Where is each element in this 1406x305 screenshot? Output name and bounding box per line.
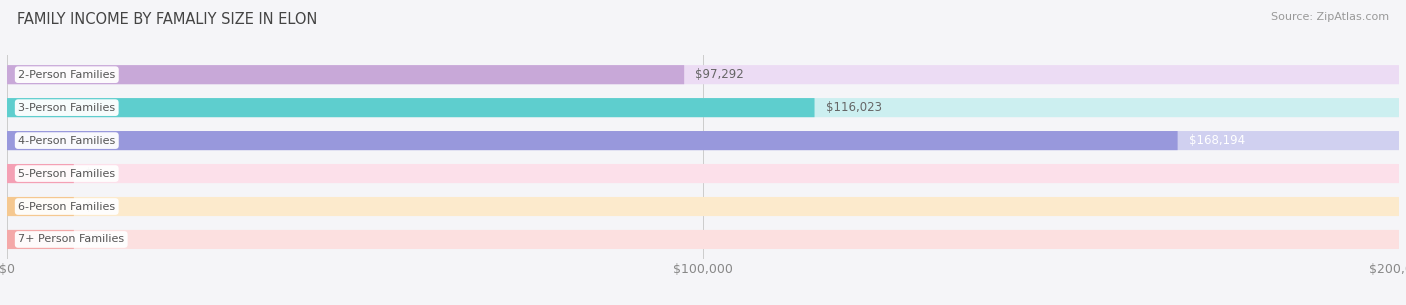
FancyBboxPatch shape xyxy=(7,230,1399,249)
Text: 3-Person Families: 3-Person Families xyxy=(18,103,115,113)
Text: 5-Person Families: 5-Person Families xyxy=(18,169,115,178)
Text: $168,194: $168,194 xyxy=(1188,134,1244,147)
FancyBboxPatch shape xyxy=(7,197,75,216)
Text: 6-Person Families: 6-Person Families xyxy=(18,202,115,211)
FancyBboxPatch shape xyxy=(7,131,1178,150)
Text: $116,023: $116,023 xyxy=(825,101,882,114)
Text: Source: ZipAtlas.com: Source: ZipAtlas.com xyxy=(1271,12,1389,22)
Text: $97,292: $97,292 xyxy=(696,68,744,81)
FancyBboxPatch shape xyxy=(7,98,1399,117)
FancyBboxPatch shape xyxy=(7,65,1399,84)
Text: $0: $0 xyxy=(84,233,100,246)
FancyBboxPatch shape xyxy=(7,164,75,183)
FancyBboxPatch shape xyxy=(7,197,1399,216)
FancyBboxPatch shape xyxy=(7,230,75,249)
FancyBboxPatch shape xyxy=(7,65,685,84)
FancyBboxPatch shape xyxy=(7,164,1399,183)
Text: $0: $0 xyxy=(84,167,100,180)
Text: 2-Person Families: 2-Person Families xyxy=(18,70,115,80)
Text: 7+ Person Families: 7+ Person Families xyxy=(18,235,124,245)
FancyBboxPatch shape xyxy=(7,98,814,117)
Text: FAMILY INCOME BY FAMALIY SIZE IN ELON: FAMILY INCOME BY FAMALIY SIZE IN ELON xyxy=(17,12,318,27)
Text: $0: $0 xyxy=(84,200,100,213)
Text: 4-Person Families: 4-Person Families xyxy=(18,136,115,145)
FancyBboxPatch shape xyxy=(7,131,1399,150)
